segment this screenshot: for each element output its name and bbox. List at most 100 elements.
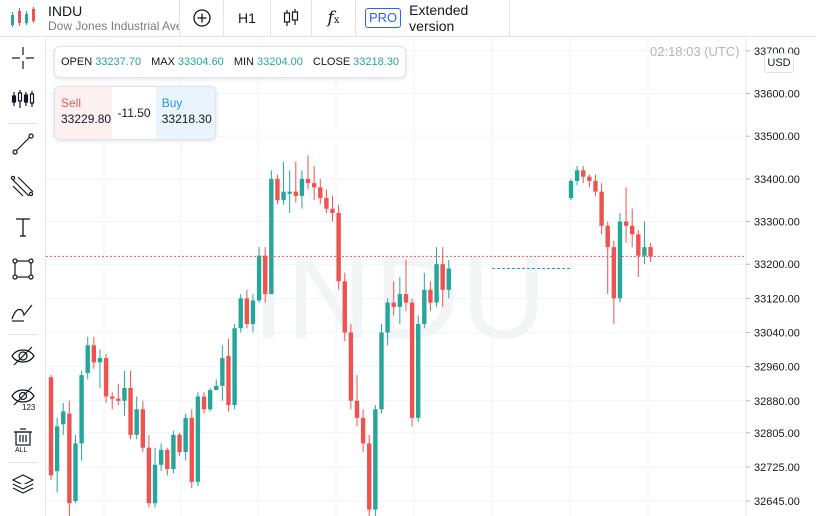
y-tick-label: 33600.00	[754, 88, 800, 100]
buy-button[interactable]: Buy 33218.30	[155, 87, 215, 139]
logo-icon	[0, 0, 46, 36]
indicators-tool[interactable]	[0, 81, 46, 117]
max-value: 33304.60	[177, 56, 224, 68]
candle-body	[617, 221, 623, 299]
compare-button[interactable]	[180, 0, 224, 36]
spread-value: -11.50	[117, 106, 151, 120]
trade-widget: Sell 33229.80 -11.50 Buy 33218.30	[54, 86, 216, 140]
brush-tool[interactable]	[0, 293, 46, 329]
candle-body	[73, 443, 78, 502]
rectangle-icon	[12, 258, 34, 280]
candle-body	[434, 264, 439, 303]
candle-body	[214, 385, 219, 391]
sell-button[interactable]: Sell 33229.80	[55, 87, 113, 139]
candle-body	[275, 178, 280, 201]
candle-body	[403, 294, 409, 303]
y-tick-label: 33120.00	[754, 293, 800, 305]
candle-body	[152, 464, 158, 504]
layers-tool[interactable]	[0, 464, 46, 500]
candle-body	[367, 443, 372, 510]
candle-body	[574, 170, 580, 181]
candle-body	[110, 396, 115, 399]
candle-body	[61, 411, 66, 425]
min-value: 33204.00	[256, 56, 303, 68]
trendline-tool[interactable]	[0, 126, 46, 162]
candle-body	[623, 221, 629, 226]
candle-body	[250, 300, 256, 324]
candle-body	[171, 434, 176, 470]
fib-icon	[10, 175, 34, 197]
candle-body	[122, 387, 127, 401]
rectangle-tool[interactable]	[0, 251, 46, 287]
candle-body	[642, 247, 647, 256]
extended-version-label: Extended version	[409, 2, 469, 34]
candle-body	[177, 434, 182, 452]
candle-body	[263, 255, 268, 295]
close-value: 33218.30	[353, 56, 400, 68]
function-icon: fx	[327, 8, 340, 28]
candles-icon	[283, 9, 299, 26]
candle-body	[79, 375, 84, 444]
candle-body	[281, 191, 286, 201]
y-tick-label: 32960.00	[754, 362, 800, 374]
y-tick-label: 32645.00	[754, 496, 800, 508]
candle-body	[348, 332, 354, 401]
candle-body	[54, 426, 60, 472]
hide-drawings-icon	[11, 346, 35, 366]
candle-body	[581, 170, 586, 177]
candle-body	[336, 212, 341, 282]
server-time: 02:18:03 (UTC)	[650, 44, 740, 59]
hide-drawings-tool[interactable]	[0, 338, 46, 374]
buy-price: 33218.30	[161, 112, 212, 126]
candle-body	[128, 387, 133, 435]
svg-text:123: 123	[22, 403, 36, 411]
crosshair-icon	[12, 47, 34, 69]
candle-body	[422, 289, 427, 324]
candle-body	[342, 281, 347, 333]
y-tick-label: 33200.00	[754, 259, 800, 271]
y-tick-label: 32805.00	[754, 428, 800, 440]
candle-body	[97, 358, 103, 363]
candle-body	[134, 409, 139, 435]
chart-area[interactable]: INDU 33700.0033600.0033500.0033400.00333…	[46, 38, 816, 516]
open-label: OPEN	[61, 56, 93, 68]
candle-body	[232, 328, 237, 406]
delete-all-icon: ALL	[14, 428, 32, 453]
add-circle-icon	[192, 9, 211, 27]
candle-body	[85, 345, 90, 374]
sell-price: 33229.80	[61, 112, 112, 126]
candle-body	[269, 178, 274, 295]
candle-body	[293, 191, 298, 196]
fib-tool[interactable]	[0, 168, 46, 204]
candle-body	[226, 355, 231, 406]
candle-body	[648, 247, 653, 257]
candle-body	[195, 396, 201, 482]
y-tick-label: 33500.00	[754, 131, 800, 143]
extended-version-button[interactable]: PRO Extended version	[356, 0, 510, 36]
interval-button[interactable]: H1	[224, 0, 271, 36]
candle-body	[116, 398, 121, 401]
crosshair-tool[interactable]	[0, 40, 46, 76]
text-tool[interactable]	[0, 209, 46, 245]
delete-all-tool[interactable]: ALL	[0, 422, 46, 458]
candle-body	[183, 417, 188, 452]
brush-icon	[11, 304, 33, 322]
ticker-label: INDU	[48, 3, 83, 19]
candle-body	[318, 187, 323, 199]
candle-body	[630, 225, 635, 235]
symbol-search[interactable]: INDU Dow Jones Industrial Ave	[46, 0, 180, 36]
pro-badge: PRO	[365, 8, 402, 28]
currency-button[interactable]: USD	[764, 53, 794, 73]
indicators-button[interactable]: fx	[312, 0, 356, 36]
candle-body	[158, 449, 164, 465]
candle-body	[360, 417, 366, 444]
candle-body	[587, 176, 592, 181]
layers-icon	[11, 474, 35, 494]
y-tick-label: 33400.00	[754, 174, 800, 186]
candle-body	[311, 183, 317, 188]
candle-body	[140, 409, 145, 448]
y-tick-label: 32725.00	[754, 462, 800, 474]
hide-labels-tool[interactable]: 123	[0, 380, 46, 416]
chart-type-button[interactable]	[271, 0, 312, 36]
max-label: MAX	[151, 56, 175, 68]
